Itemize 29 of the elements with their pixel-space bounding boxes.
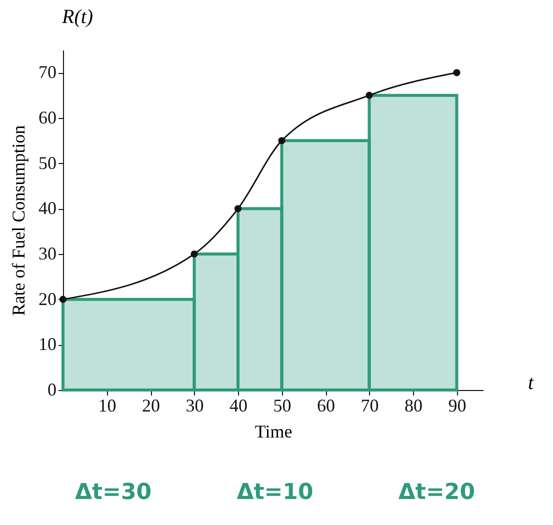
y-tick-label: 40	[38, 198, 56, 218]
y-axis-title: Rate of Fuel Consumption	[8, 125, 28, 316]
text: Δt=30	[75, 480, 152, 505]
x-tick-label: 30	[186, 396, 204, 416]
x-tick-label: 70	[360, 396, 379, 416]
point	[453, 69, 460, 76]
y-tick-label: 60	[38, 108, 56, 128]
x-tick-label: 10	[98, 396, 116, 416]
x-tick-label: 20	[142, 396, 160, 416]
text: t	[528, 372, 534, 395]
text: Δt=10	[236, 480, 314, 505]
text: Δt=20	[398, 480, 475, 505]
text: R(t)	[62, 6, 94, 29]
y-tick-label: 50	[38, 152, 56, 173]
point	[278, 137, 286, 144]
x-tick-label: 60	[317, 396, 335, 416]
y-tick-label: 70	[38, 62, 56, 82]
y-tick-label: 0	[48, 380, 56, 400]
y-tick-label: 10	[38, 334, 56, 354]
x-tick-label: 50	[273, 396, 292, 416]
x-tick-label: 90	[448, 396, 466, 416]
point	[234, 205, 242, 212]
y-tick-label: 20	[38, 288, 56, 309]
y-tick-label: 30	[38, 244, 56, 264]
x-tick-label: 40	[230, 396, 248, 416]
x-tick-label: 80	[404, 396, 422, 416]
x-axis-title: Time	[254, 422, 292, 442]
point	[190, 250, 198, 258]
point	[366, 92, 373, 99]
